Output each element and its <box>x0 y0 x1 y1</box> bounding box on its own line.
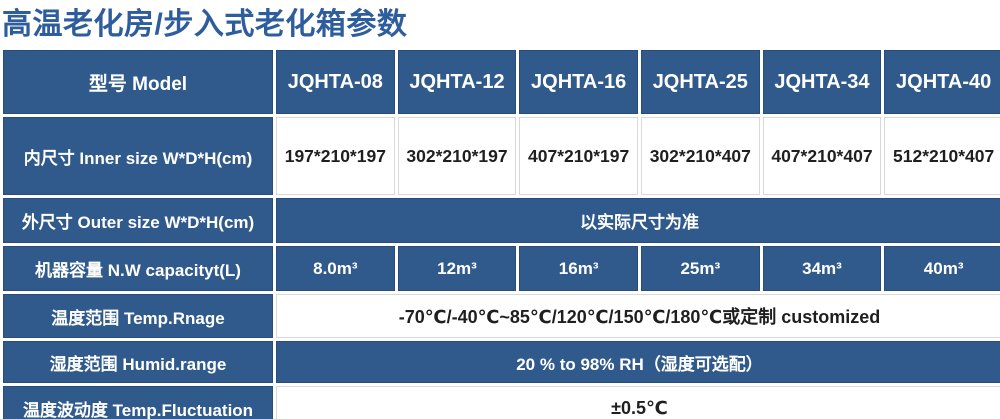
model-column-header: JQHTA-08 <box>276 50 395 114</box>
row-label-outer-size: 外尺寸 Outer size W*D*H(cm) <box>3 198 273 243</box>
temp-range-row: 温度范围 Temp.Rnage -70℃/-40℃~85℃/120℃/150℃/… <box>3 294 1000 338</box>
row-label-inner-size: 内尺寸 Inner size W*D*H(cm) <box>3 117 273 195</box>
capacity-value: 12m³ <box>397 246 517 291</box>
row-label-temp-range: 温度范围 Temp.Rnage <box>3 294 273 338</box>
temp-fluctuation-row: 温度波动度 Temp.Fluctuation ±0.5℃ <box>3 386 1000 419</box>
capacity-value: 40m³ <box>884 246 1000 291</box>
row-label-temp-fluctuation: 温度波动度 Temp.Fluctuation <box>3 386 273 419</box>
inner-size-row: 内尺寸 Inner size W*D*H(cm) 197*210*197 302… <box>3 117 1000 195</box>
header-model-label: 型号 Model <box>3 50 273 114</box>
model-column-header: JQHTA-40 <box>884 50 1000 114</box>
outer-size-row: 外尺寸 Outer size W*D*H(cm) 以实际尺寸为准 <box>3 198 1000 243</box>
table-header-row: 型号 Model JQHTA-08 JQHTA-12 JQHTA-16 JQHT… <box>3 50 1000 114</box>
row-label-capacity: 机器容量 N.W capacityt(L) <box>3 246 273 291</box>
humidity-range-row: 湿度范围 Humid.range 20 % to 98% RH（湿度可选配） <box>3 341 1000 383</box>
outer-size-value: 以实际尺寸为准 <box>276 198 1000 243</box>
inner-size-value: 407*210*197 <box>519 117 638 195</box>
capacity-row: 机器容量 N.W capacityt(L) 8.0m³ 12m³ 16m³ 25… <box>3 246 1000 291</box>
inner-size-value: 197*210*197 <box>276 117 395 195</box>
inner-size-value: 302*210*197 <box>397 117 517 195</box>
inner-size-value: 512*210*407 <box>884 117 1000 195</box>
model-column-header: JQHTA-12 <box>397 50 517 114</box>
model-column-header: JQHTA-16 <box>519 50 638 114</box>
temp-range-value: -70℃/-40℃~85℃/120℃/150℃/180℃或定制 customiz… <box>276 294 1000 338</box>
row-label-humidity-range: 湿度范围 Humid.range <box>3 341 273 383</box>
inner-size-value: 407*210*407 <box>762 117 882 195</box>
page-title: 高温老化房/步入式老化箱参数 <box>2 8 408 41</box>
spec-table: 型号 Model JQHTA-08 JQHTA-12 JQHTA-16 JQHT… <box>0 47 1000 419</box>
model-column-header: JQHTA-34 <box>762 50 882 114</box>
capacity-value: 34m³ <box>762 246 882 291</box>
capacity-value: 16m³ <box>519 246 638 291</box>
humidity-range-value: 20 % to 98% RH（湿度可选配） <box>276 341 1000 383</box>
capacity-value: 8.0m³ <box>276 246 395 291</box>
inner-size-value: 302*210*407 <box>640 117 760 195</box>
capacity-value: 25m³ <box>640 246 760 291</box>
model-column-header: JQHTA-25 <box>640 50 760 114</box>
temp-fluctuation-value: ±0.5℃ <box>276 386 1000 419</box>
